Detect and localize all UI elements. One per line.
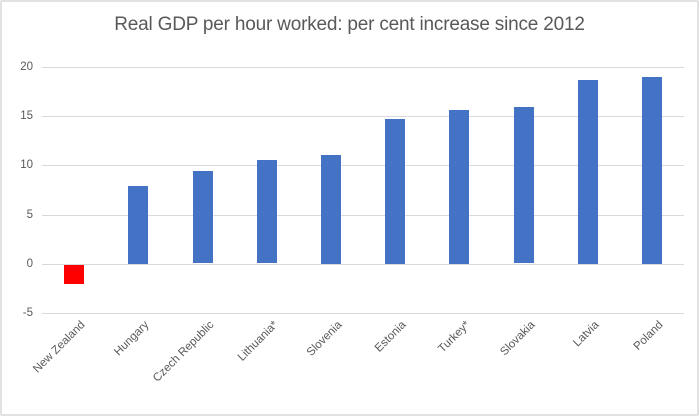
y-tick-label-15: 15: [20, 110, 33, 123]
y-tick-label-0: 0: [26, 257, 33, 270]
y-tick-label-10: 10: [20, 159, 33, 172]
bar-slovenia: [321, 155, 341, 264]
plot-area: [42, 67, 684, 314]
bar-lithuania: [257, 160, 277, 263]
gridline-y-10: [42, 165, 684, 166]
chart-title: Real GDP per hour worked: per cent incre…: [114, 14, 585, 35]
y-tick-label--5: -5: [22, 307, 33, 319]
bar-turkey: [449, 110, 469, 264]
bar-latvia: [578, 80, 598, 264]
bar-czech-republic: [193, 171, 213, 263]
gridline-y-5: [42, 215, 684, 216]
bar-estonia: [385, 119, 405, 264]
bar-poland: [642, 77, 662, 264]
gridline-y-0: [42, 264, 684, 265]
bar-hungary: [128, 186, 148, 264]
bar-slovakia: [514, 107, 534, 263]
y-tick-label-5: 5: [26, 208, 33, 221]
gridline-y-20: [42, 67, 684, 68]
y-tick-label-20: 20: [20, 61, 33, 73]
bar-new-zealand: [64, 265, 84, 284]
gridline-y--5: [42, 313, 684, 314]
gridline-y-15: [42, 116, 684, 117]
